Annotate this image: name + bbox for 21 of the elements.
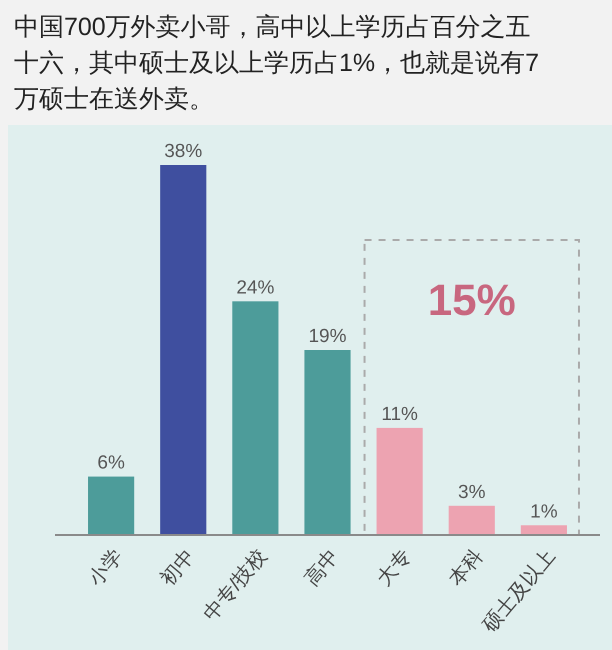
data-label: 1% [530,501,558,522]
data-label: 38% [164,141,202,162]
x-tick-label: 大专 [372,545,416,590]
data-label: 24% [236,277,274,298]
x-tick-label: 初中 [156,545,200,590]
data-label: 19% [308,326,347,347]
x-tick-label: 高中 [300,544,344,590]
annotation: 15% [428,276,516,325]
chart-title: 中国700万外卖小哥，高中以上学历占百分之五十六，其中硕士及以上学历占1%，也就是说有7万硕士在送外卖。 [14,13,540,113]
bar [376,428,423,535]
x-tick-label: 小学 [84,545,127,590]
x-tick-label: 本科 [445,545,488,590]
bar [88,476,134,535]
bar [448,506,495,535]
bar [304,350,351,535]
data-label: 6% [97,452,125,474]
x-tick-label: 中专/技校 [199,545,272,626]
bar [160,165,206,535]
data-label: 3% [458,482,486,503]
bar [232,301,278,535]
data-label: 11% [381,404,418,425]
